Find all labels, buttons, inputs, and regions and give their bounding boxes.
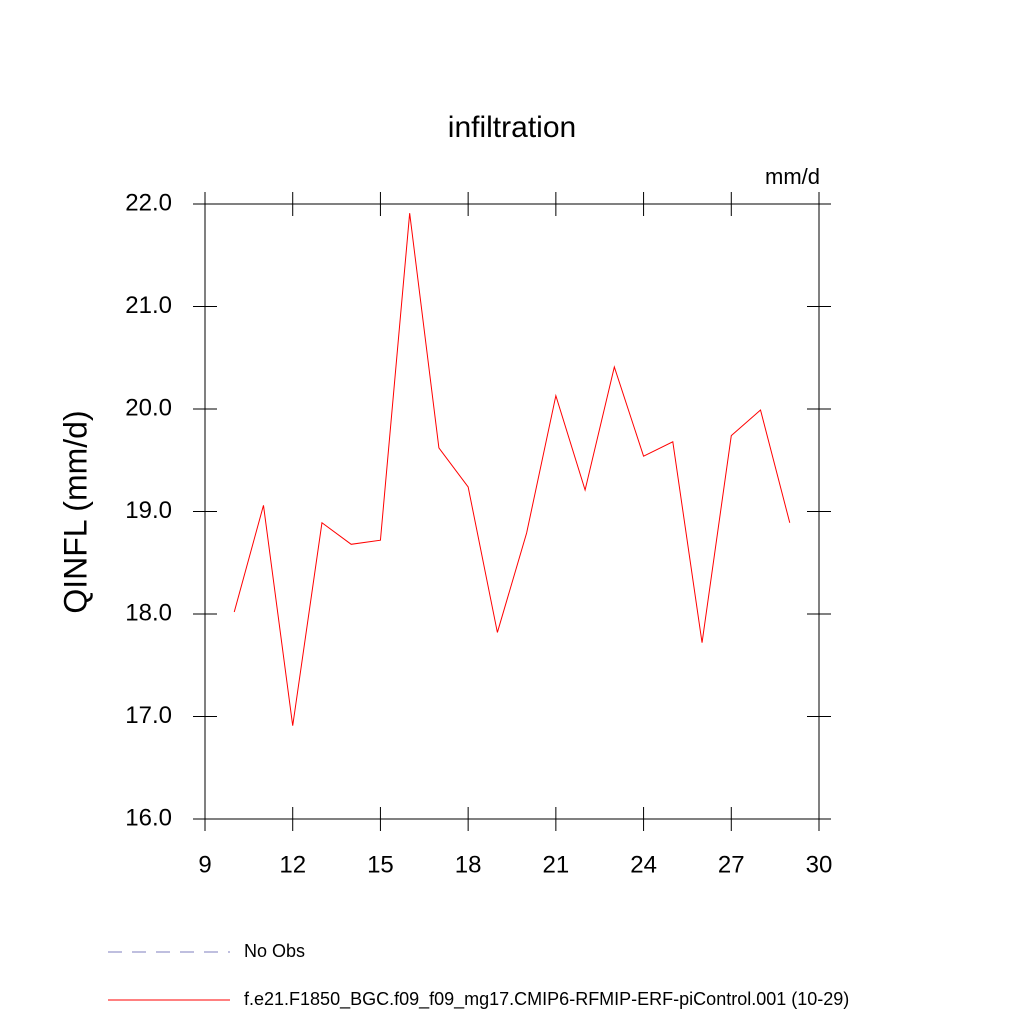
x-tick-label: 30 — [806, 851, 833, 878]
y-tick-label: 21.0 — [125, 292, 172, 319]
y-tick-label: 16.0 — [125, 804, 172, 831]
plot-frame — [204, 203, 820, 820]
x-tick-label: 24 — [630, 851, 657, 878]
y-tick-label: 20.0 — [125, 394, 172, 421]
y-tick-label: 17.0 — [125, 702, 172, 729]
legend-label: No Obs — [244, 941, 305, 961]
y-tick-label: 19.0 — [125, 497, 172, 524]
x-tick-label: 12 — [279, 851, 306, 878]
data-line — [233, 213, 791, 726]
x-tick-label: 27 — [718, 851, 745, 878]
y-tick-label: 22.0 — [125, 189, 172, 216]
x-tick-label: 9 — [198, 851, 211, 878]
y-axis-label: QINFL (mm/d) — [57, 410, 93, 613]
units-label: mm/d — [765, 164, 820, 189]
x-tick-label: 18 — [455, 851, 482, 878]
legend-label: f.e21.F1850_BGC.f09_f09_mg17.CMIP6-RFMIP… — [244, 989, 849, 1010]
x-tick-label: 15 — [367, 851, 394, 878]
x-tick-label: 21 — [543, 851, 570, 878]
chart-title: infiltration — [448, 111, 576, 144]
y-tick-label: 18.0 — [125, 599, 172, 626]
